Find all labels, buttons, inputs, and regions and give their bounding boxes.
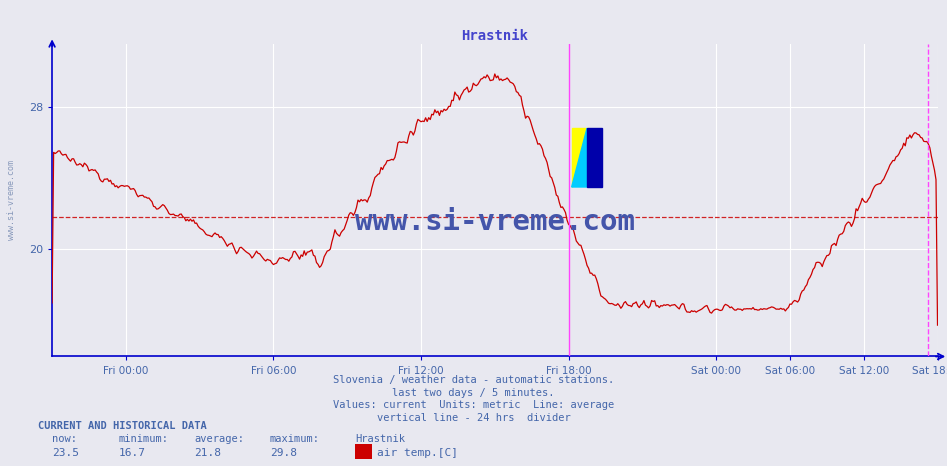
Text: 23.5: 23.5	[52, 448, 80, 458]
Text: CURRENT AND HISTORICAL DATA: CURRENT AND HISTORICAL DATA	[38, 421, 206, 431]
Text: 21.8: 21.8	[194, 448, 222, 458]
Text: www.si-vreme.com: www.si-vreme.com	[355, 208, 634, 236]
Title: Hrastnik: Hrastnik	[461, 29, 528, 43]
Polygon shape	[572, 128, 587, 187]
Text: 16.7: 16.7	[118, 448, 146, 458]
Text: 29.8: 29.8	[270, 448, 297, 458]
Text: vertical line - 24 hrs  divider: vertical line - 24 hrs divider	[377, 413, 570, 423]
Bar	[587, 128, 602, 187]
Text: Slovenia / weather data - automatic stations.: Slovenia / weather data - automatic stat…	[333, 375, 614, 385]
Text: air temp.[C]: air temp.[C]	[377, 448, 458, 458]
Text: now:: now:	[52, 434, 77, 444]
Text: Values: current  Units: metric  Line: average: Values: current Units: metric Line: aver…	[333, 400, 614, 410]
Polygon shape	[572, 128, 587, 187]
Text: maximum:: maximum:	[270, 434, 320, 444]
Text: www.si-vreme.com: www.si-vreme.com	[7, 160, 16, 240]
Text: Hrastnik: Hrastnik	[355, 434, 405, 444]
Text: minimum:: minimum:	[118, 434, 169, 444]
Text: average:: average:	[194, 434, 244, 444]
Text: last two days / 5 minutes.: last two days / 5 minutes.	[392, 388, 555, 397]
